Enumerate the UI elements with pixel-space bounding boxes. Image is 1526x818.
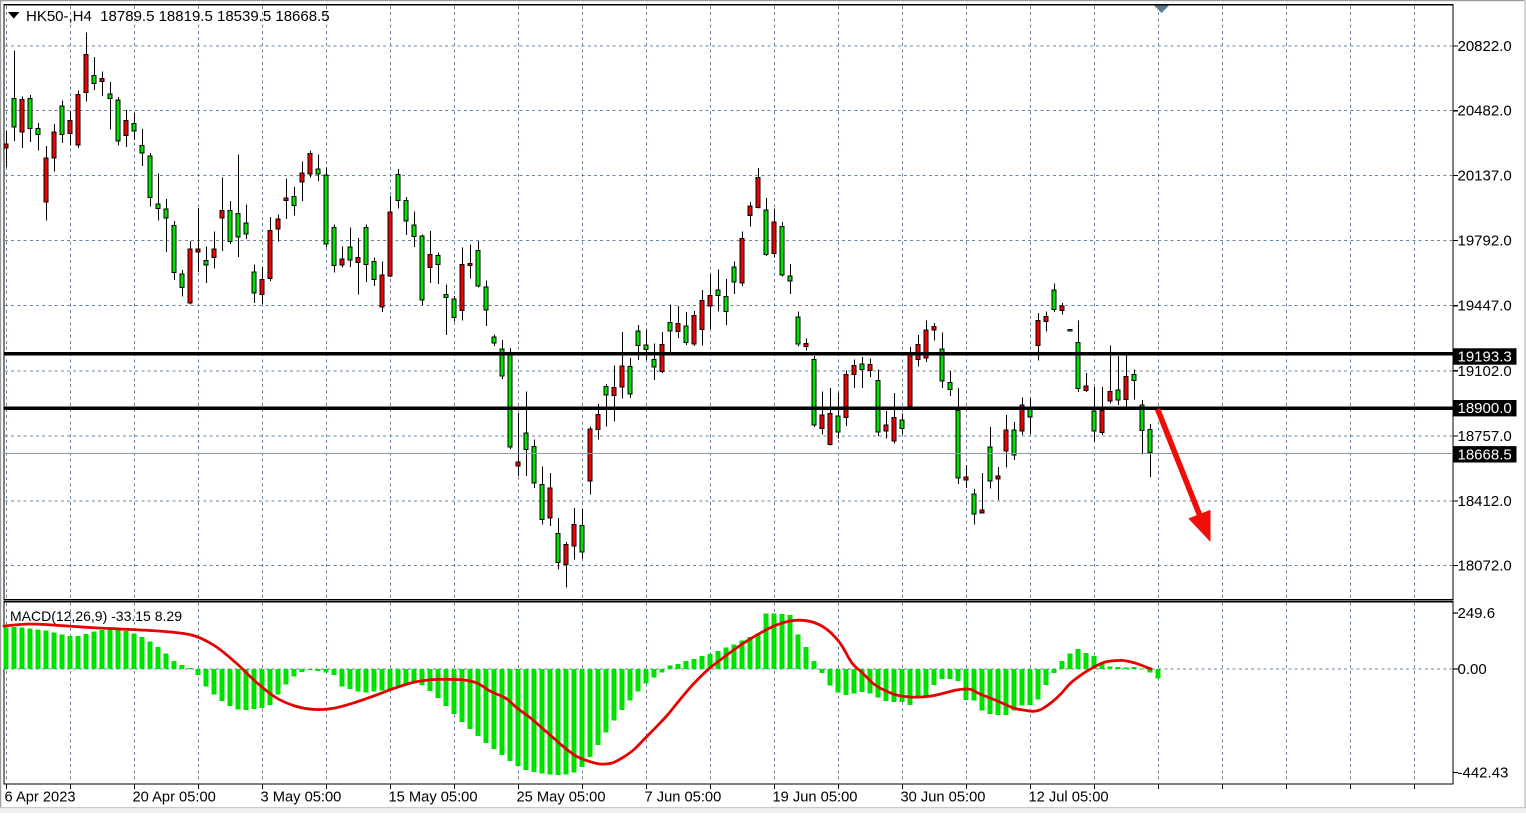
svg-text:18757.0: 18757.0 [1458,428,1512,445]
svg-text:19102.0: 19102.0 [1458,363,1512,380]
svg-text:25 May 05:00: 25 May 05:00 [517,790,606,806]
svg-text:249.6: 249.6 [1458,605,1496,622]
svg-text:20822.0: 20822.0 [1458,38,1512,55]
svg-text:MACD(12,26,9) -33.15 8.29: MACD(12,26,9) -33.15 8.29 [10,608,182,624]
svg-text:12 Jul 05:00: 12 Jul 05:00 [1029,790,1109,806]
svg-text:18072.0: 18072.0 [1458,557,1512,574]
svg-text:20482.0: 20482.0 [1458,103,1512,120]
svg-text:6 Apr 2023: 6 Apr 2023 [5,790,76,806]
svg-text:20 Apr 05:00: 20 Apr 05:00 [133,790,216,806]
svg-text:HK50-,H4 18789.5 18819.5 1853: HK50-,H4 18789.5 18819.5 18539.5 18668.5 [26,8,330,25]
svg-text:19792.0: 19792.0 [1458,233,1512,250]
svg-text:3 May 05:00: 3 May 05:00 [261,790,342,806]
svg-text:19 Jun 05:00: 19 Jun 05:00 [773,790,858,806]
svg-text:20137.0: 20137.0 [1458,167,1512,184]
svg-text:19193.3: 19193.3 [1458,349,1512,366]
svg-text:18412.0: 18412.0 [1458,493,1512,510]
svg-text:-442.43: -442.43 [1458,765,1509,782]
svg-text:18668.5: 18668.5 [1458,446,1512,463]
svg-text:15 May 05:00: 15 May 05:00 [389,790,478,806]
svg-text:18900.0: 18900.0 [1458,400,1512,417]
svg-text:0.00: 0.00 [1458,661,1487,678]
svg-text:7 Jun 05:00: 7 Jun 05:00 [645,790,722,806]
svg-text:19447.0: 19447.0 [1458,298,1512,315]
svg-text:30 Jun 05:00: 30 Jun 05:00 [901,790,986,806]
